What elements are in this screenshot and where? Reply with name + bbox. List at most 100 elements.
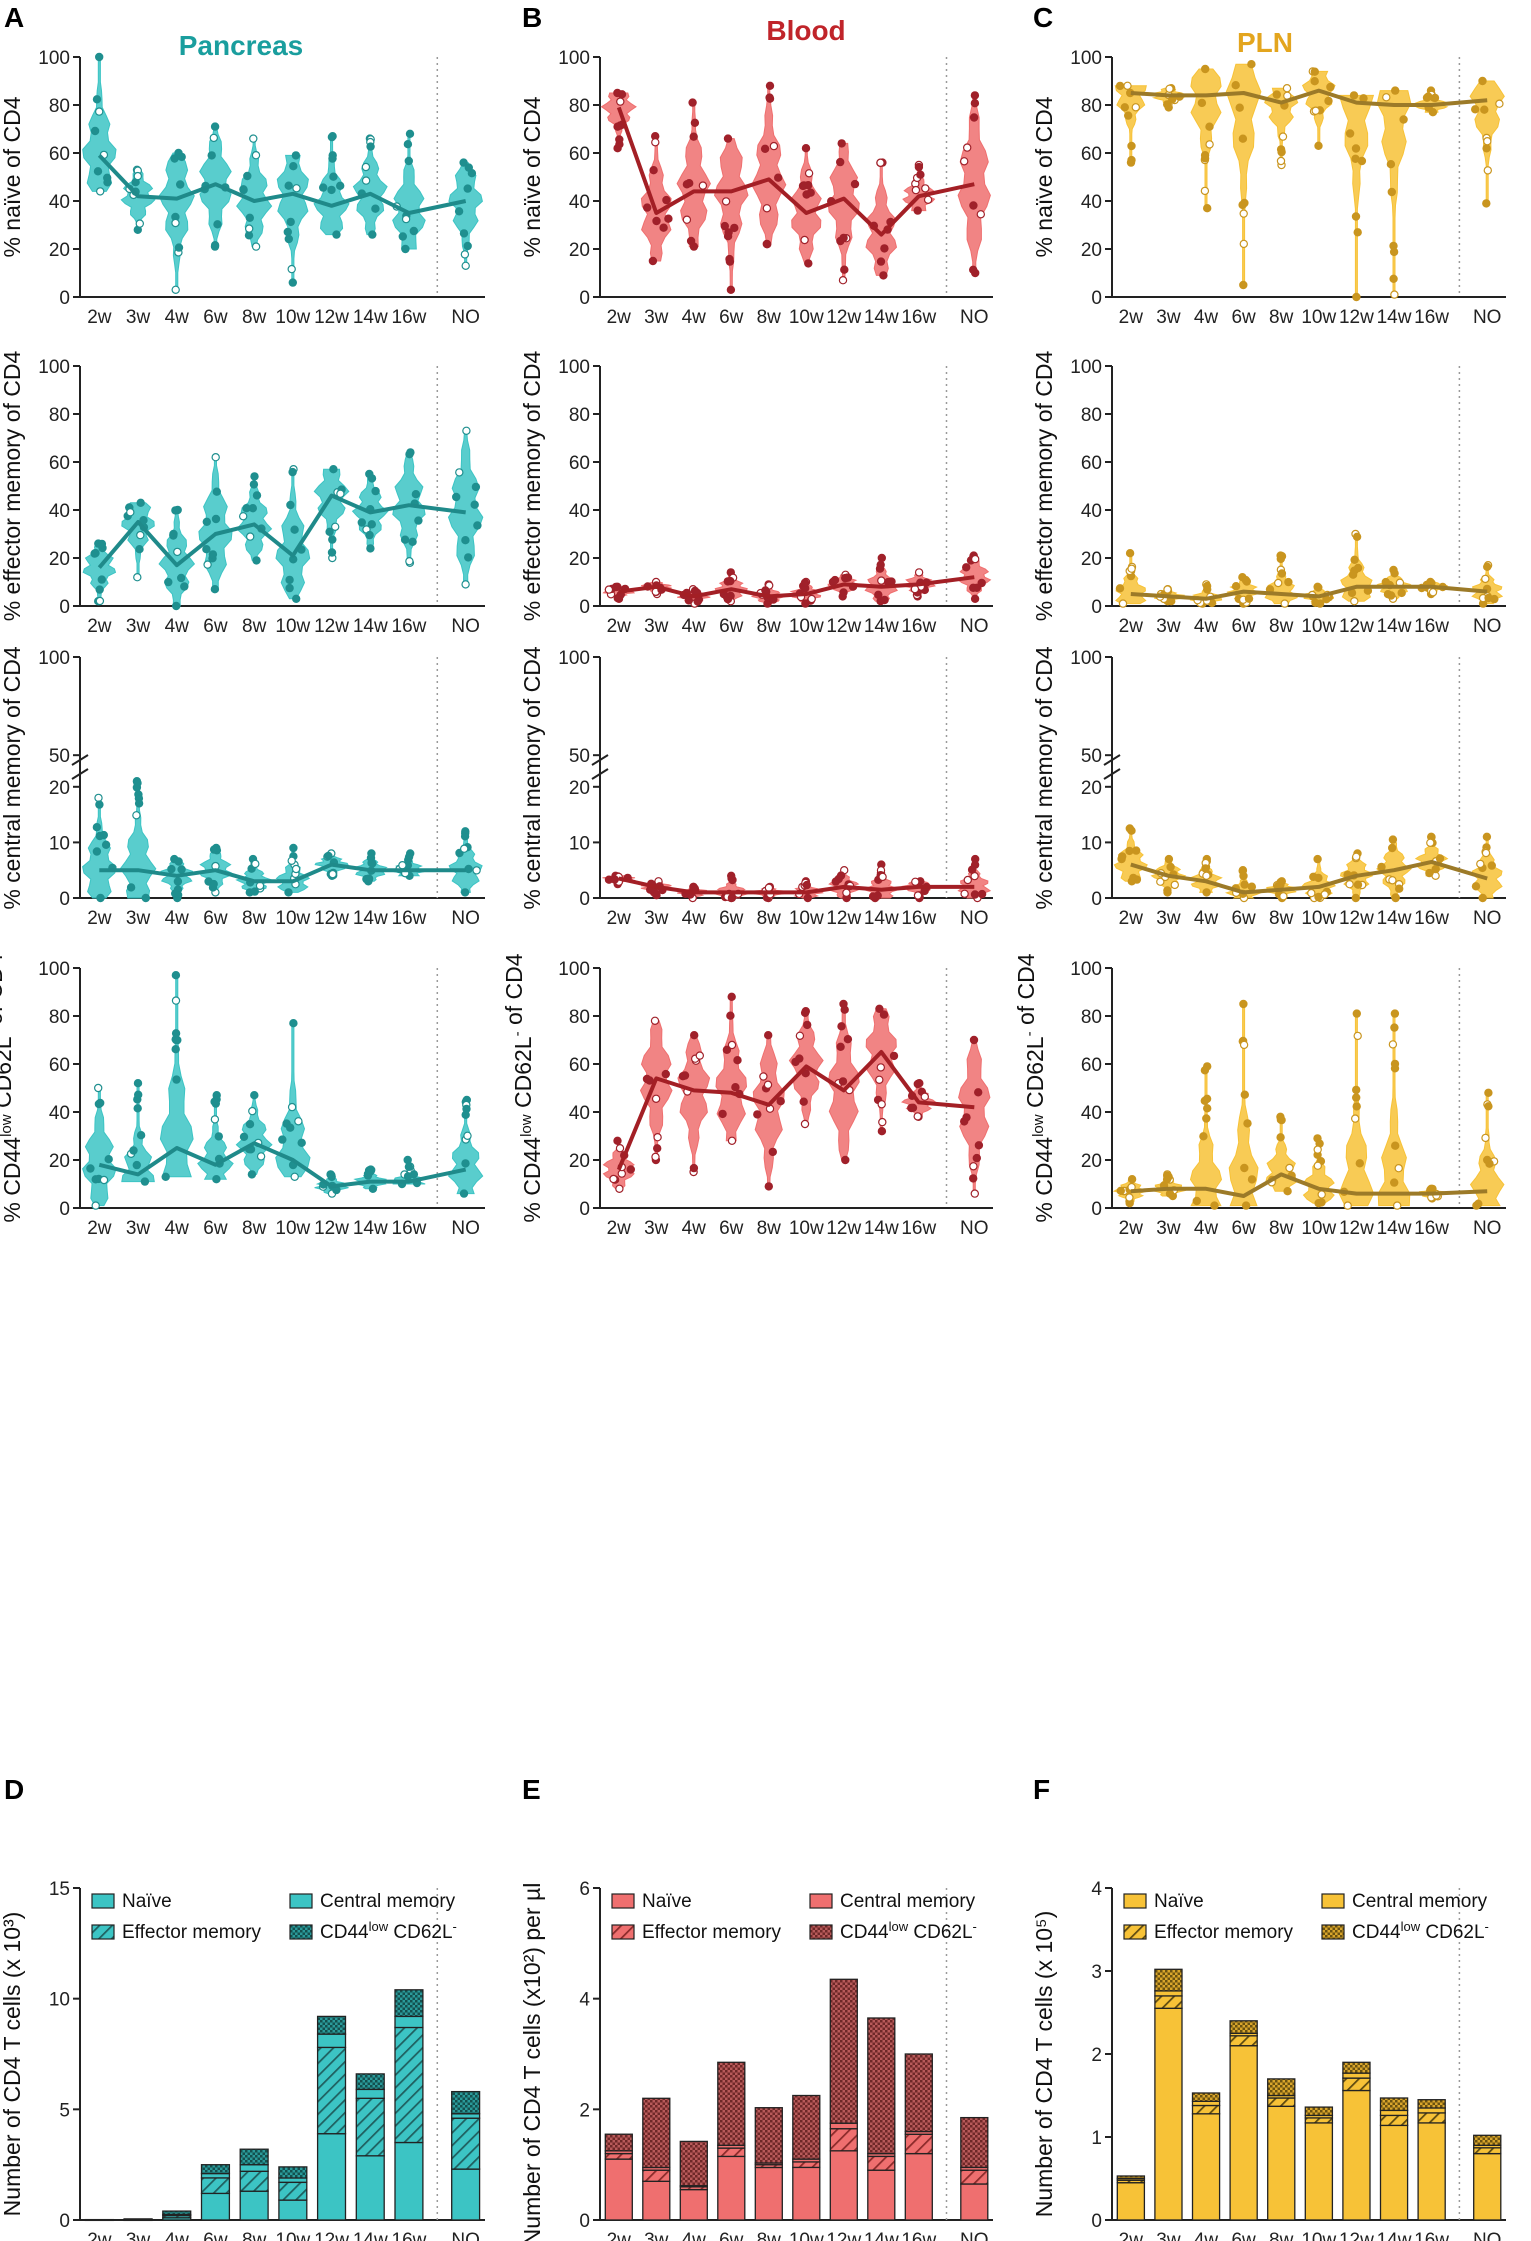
- x-tick-label: 8w: [1269, 616, 1294, 637]
- data-point: [1389, 1178, 1399, 1187]
- data-point: [642, 1074, 652, 1084]
- legend-swatch: [1321, 1893, 1345, 1909]
- data-point: [283, 227, 292, 237]
- data-point: [1278, 132, 1288, 141]
- data-point: [464, 553, 473, 562]
- median-trend-line: [98, 1141, 467, 1189]
- x-tick-label: NO: [1473, 2230, 1502, 2241]
- data-point: [95, 800, 104, 809]
- data-point: [807, 594, 816, 604]
- data-point: [1481, 1133, 1490, 1143]
- panel-label-b: B: [522, 2, 542, 33]
- x-tick-label: 2w: [87, 1218, 112, 1239]
- y-tick-label: 4: [579, 1990, 590, 2011]
- data-point: [616, 97, 625, 106]
- data-point: [473, 521, 482, 530]
- y-tick-label: 20: [1081, 1151, 1102, 1172]
- data-point: [361, 176, 371, 185]
- data-point: [294, 1117, 303, 1126]
- x-tick-label: 8w: [242, 307, 267, 328]
- data-point: [879, 271, 888, 280]
- x-tick-label: 6w: [1231, 1218, 1256, 1239]
- violin-2w: [1114, 85, 1147, 164]
- data-point: [662, 195, 671, 205]
- data-point: [1482, 1155, 1492, 1165]
- legend-swatch: [1321, 1924, 1345, 1940]
- data-point: [659, 223, 668, 232]
- bar-segment-6w: [717, 2061, 746, 2146]
- x-tick-label: 4w: [1194, 616, 1219, 637]
- x-tick-label: 3w: [126, 307, 151, 328]
- data-point: [1381, 577, 1391, 587]
- data-point: [207, 151, 216, 160]
- data-point: [133, 1104, 142, 1113]
- axis-break-mark: [1103, 754, 1121, 766]
- data-point: [1482, 562, 1492, 572]
- data-point: [651, 1094, 661, 1104]
- y-axis-label: % CD44low CD62L- of CD4: [501, 953, 545, 1222]
- data-point: [1390, 1059, 1400, 1069]
- x-tick-label: 10w: [1301, 616, 1336, 637]
- x-tick-label: NO: [451, 908, 480, 929]
- data-point: [1357, 156, 1367, 166]
- bar-segment-8w: [239, 2170, 269, 2192]
- x-tick-label: NO: [1473, 616, 1502, 637]
- bar-segment-14w: [355, 2073, 385, 2091]
- data-point: [249, 134, 258, 143]
- data-point: [95, 1098, 105, 1108]
- y-tick-label: 100: [558, 357, 590, 378]
- data-point: [1350, 1114, 1360, 1123]
- bar-segment-6w: [200, 2192, 231, 2221]
- data-point: [651, 138, 660, 147]
- panel-label-e: E: [522, 1774, 541, 1805]
- data-point: [94, 107, 104, 116]
- data-point: [95, 831, 105, 841]
- data-point: [212, 487, 221, 496]
- data-point: [1389, 247, 1399, 257]
- data-point: [174, 243, 184, 252]
- data-point: [1313, 854, 1322, 864]
- y-axis-label: % naïve of CD4: [1031, 96, 1057, 257]
- data-point: [1202, 871, 1211, 881]
- x-tick-label: 8w: [1269, 908, 1294, 929]
- data-point: [463, 241, 472, 251]
- data-point: [916, 170, 925, 179]
- bar-segment-NO: [960, 2116, 989, 2169]
- data-point: [245, 213, 254, 222]
- bar-segment-12w: [316, 2046, 347, 2135]
- x-tick-label: 12w: [1339, 2230, 1374, 2241]
- x-tick-label: 16w: [392, 616, 427, 637]
- data-point: [174, 857, 183, 866]
- violin-chart-pln-row1: 0 20 40 60 80 100 2w 3w 4w 6w 8w 10w 12w 14w 16w NO % na…: [1031, 48, 1506, 328]
- data-point: [914, 568, 924, 577]
- bar-segment-16w: [1417, 2122, 1446, 2221]
- legend: Naïve Effector memory Central memory CD44lo…: [91, 1891, 457, 1943]
- data-point: [291, 864, 301, 874]
- x-tick-label: 6w: [719, 616, 744, 637]
- bar-segment-10w: [1304, 2122, 1334, 2221]
- x-tick-label: 8w: [757, 616, 782, 637]
- data-point: [963, 143, 972, 152]
- data-point: [970, 98, 980, 108]
- y-tick-label: 0: [59, 1199, 70, 1220]
- data-point: [247, 1170, 257, 1179]
- x-tick-label: 16w: [901, 1218, 936, 1239]
- data-point: [914, 162, 924, 172]
- data-point: [93, 167, 103, 176]
- panel-label-a: A: [4, 2, 24, 33]
- data-point: [974, 1088, 983, 1097]
- y-tick-label: 10: [49, 1990, 70, 2011]
- x-tick-label: 12w: [826, 307, 861, 328]
- data-point: [1235, 103, 1244, 112]
- legend-label: Effector memory: [122, 1922, 262, 1943]
- data-point: [95, 585, 104, 594]
- data-point: [1199, 1132, 1208, 1141]
- data-point: [94, 793, 103, 803]
- data-point: [972, 1153, 982, 1163]
- x-tick-label: 6w: [719, 307, 744, 328]
- y-tick-label: 80: [49, 96, 70, 117]
- data-point: [291, 151, 301, 160]
- bar-segment-4w: [1191, 2113, 1221, 2221]
- x-tick-label: 2w: [607, 616, 632, 637]
- bar-segment-NO: [451, 2090, 481, 2115]
